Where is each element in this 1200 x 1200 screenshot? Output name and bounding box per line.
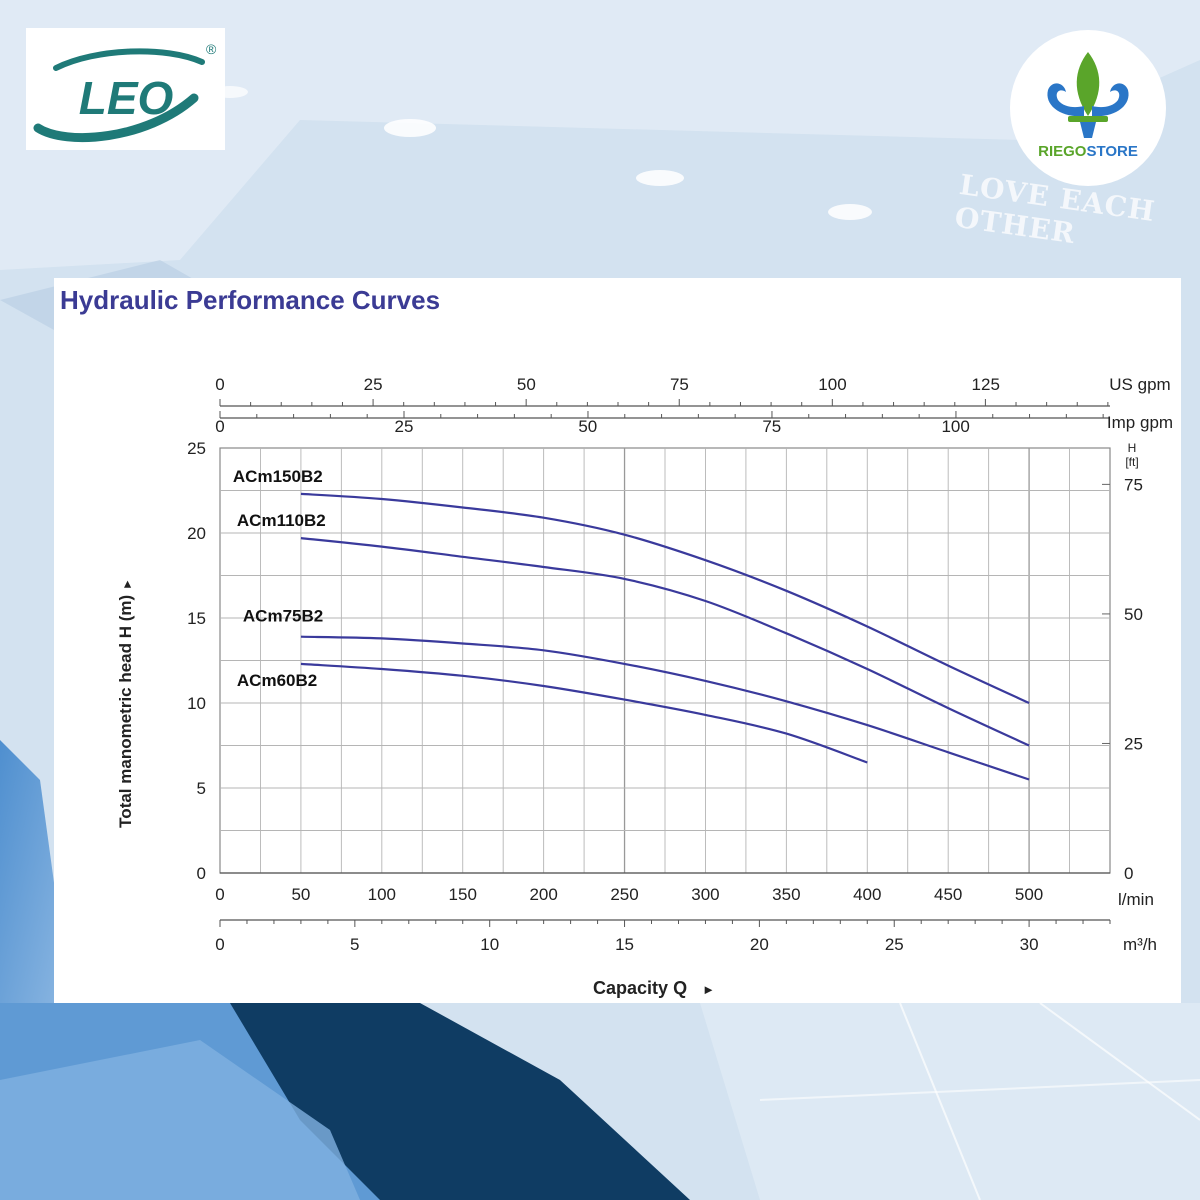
curve-acm150b2 (300, 492, 1030, 704)
curve-acm110b2 (300, 537, 1030, 747)
m3h-tick-label: 25 (885, 935, 904, 954)
y-tick-label: 15 (187, 609, 206, 628)
imp-gpm-axis-tick-label: 100 (941, 417, 969, 436)
m3h-tick-label: 30 (1020, 935, 1039, 954)
leo-logo: LEO ® (26, 28, 225, 150)
m3h-tick-label: 10 (480, 935, 499, 954)
imp-gpm-axis-tick-label: 0 (215, 417, 224, 436)
x-axis-label: Capacity Q ► (593, 978, 715, 998)
right-tick-label: 75 (1124, 475, 1143, 494)
riego-text: RIEGO (1038, 143, 1087, 160)
m3h-tick-label: 20 (750, 935, 769, 954)
right-tick-label: 25 (1124, 734, 1143, 753)
fleur-right-icon (1092, 83, 1129, 117)
series-label: ACm110B2 (237, 511, 326, 530)
us-gpm-axis-tick-label: 75 (670, 375, 689, 394)
us-gpm-axis-tick-label: 125 (972, 375, 1000, 394)
imp-gpm-axis-unit: Imp gpm (1107, 413, 1173, 432)
series-label: ACm60B2 (237, 671, 317, 690)
x-tick-label: 500 (1015, 885, 1043, 904)
chart-title: Hydraulic Performance Curves (60, 285, 440, 315)
curves: ACm150B2 ACm110B2 ACm75B2 ACm60B2 (233, 467, 1030, 781)
leo-registered-mark: ® (206, 41, 217, 57)
curve-acm60b2 (300, 662, 868, 764)
right-tick-label: 0 (1124, 864, 1133, 883)
leo-logo-text: LEO (79, 72, 174, 124)
y-tick-label: 20 (187, 524, 206, 543)
x-tick-label: 450 (934, 885, 962, 904)
right-tick-label: 50 (1124, 605, 1143, 624)
us-gpm-axis-tick-label: 0 (215, 375, 224, 394)
fleur-left-icon (1047, 83, 1084, 117)
x-unit-label: l/min (1118, 890, 1154, 909)
riego-store-logo-graphic: RIEGOSTORE (1038, 52, 1138, 160)
m3h-tick-label: 0 (215, 935, 224, 954)
x-tick-label: 150 (449, 885, 477, 904)
leo-logo-graphic: LEO ® (33, 41, 217, 143)
curve-acm75b2 (300, 635, 1030, 781)
y-tick-label: 5 (197, 779, 206, 798)
right-axis-unit-line2: [ft] (1125, 455, 1138, 469)
imp-gpm-axis-tick-label: 50 (578, 417, 597, 436)
performance-chart: Hydraulic Performance Curves 05101520250… (60, 285, 1173, 998)
x-tick-label: 0 (215, 885, 224, 904)
x-tick-label: 350 (772, 885, 800, 904)
riego-store-logo: RIEGOSTORE (1010, 30, 1166, 186)
m3h-tick-label: 5 (350, 935, 359, 954)
us-gpm-axis-unit: US gpm (1109, 375, 1170, 394)
x-tick-label: 250 (610, 885, 638, 904)
chart-panel: Hydraulic Performance Curves 0 5 10 15 20 25 0… (54, 278, 1181, 1003)
store-text: STORE (1086, 143, 1137, 160)
us-gpm-axis-tick-label: 50 (517, 375, 536, 394)
y-tick-label: 10 (187, 694, 206, 713)
right-axis-unit-line1: H (1128, 441, 1137, 455)
x-tick-label: 100 (368, 885, 396, 904)
us-gpm-axis-tick-label: 100 (818, 375, 846, 394)
imp-gpm-axis-tick-label: 75 (762, 417, 781, 436)
m3h-tick-label: 15 (615, 935, 634, 954)
fleur-center-icon (1076, 52, 1100, 116)
y-tick-label: 0 (197, 864, 206, 883)
imp-gpm-axis-tick-label: 25 (395, 417, 414, 436)
x-tick-label: 300 (691, 885, 719, 904)
series-label: ACm150B2 (233, 467, 323, 486)
x-tick-label: 50 (291, 885, 310, 904)
y-axis-label: Total manometric head H (m) ► (116, 578, 135, 828)
m3h-unit: m³/h (1123, 935, 1157, 954)
svg-text:RIEGOSTORE: RIEGOSTORE (1038, 143, 1138, 160)
series-label: ACm75B2 (243, 607, 323, 626)
x-tick-label: 200 (529, 885, 557, 904)
us-gpm-axis-tick-label: 25 (364, 375, 383, 394)
grid (219, 447, 1111, 874)
y-tick-label: 25 (187, 439, 206, 458)
x-tick-label: 400 (853, 885, 881, 904)
